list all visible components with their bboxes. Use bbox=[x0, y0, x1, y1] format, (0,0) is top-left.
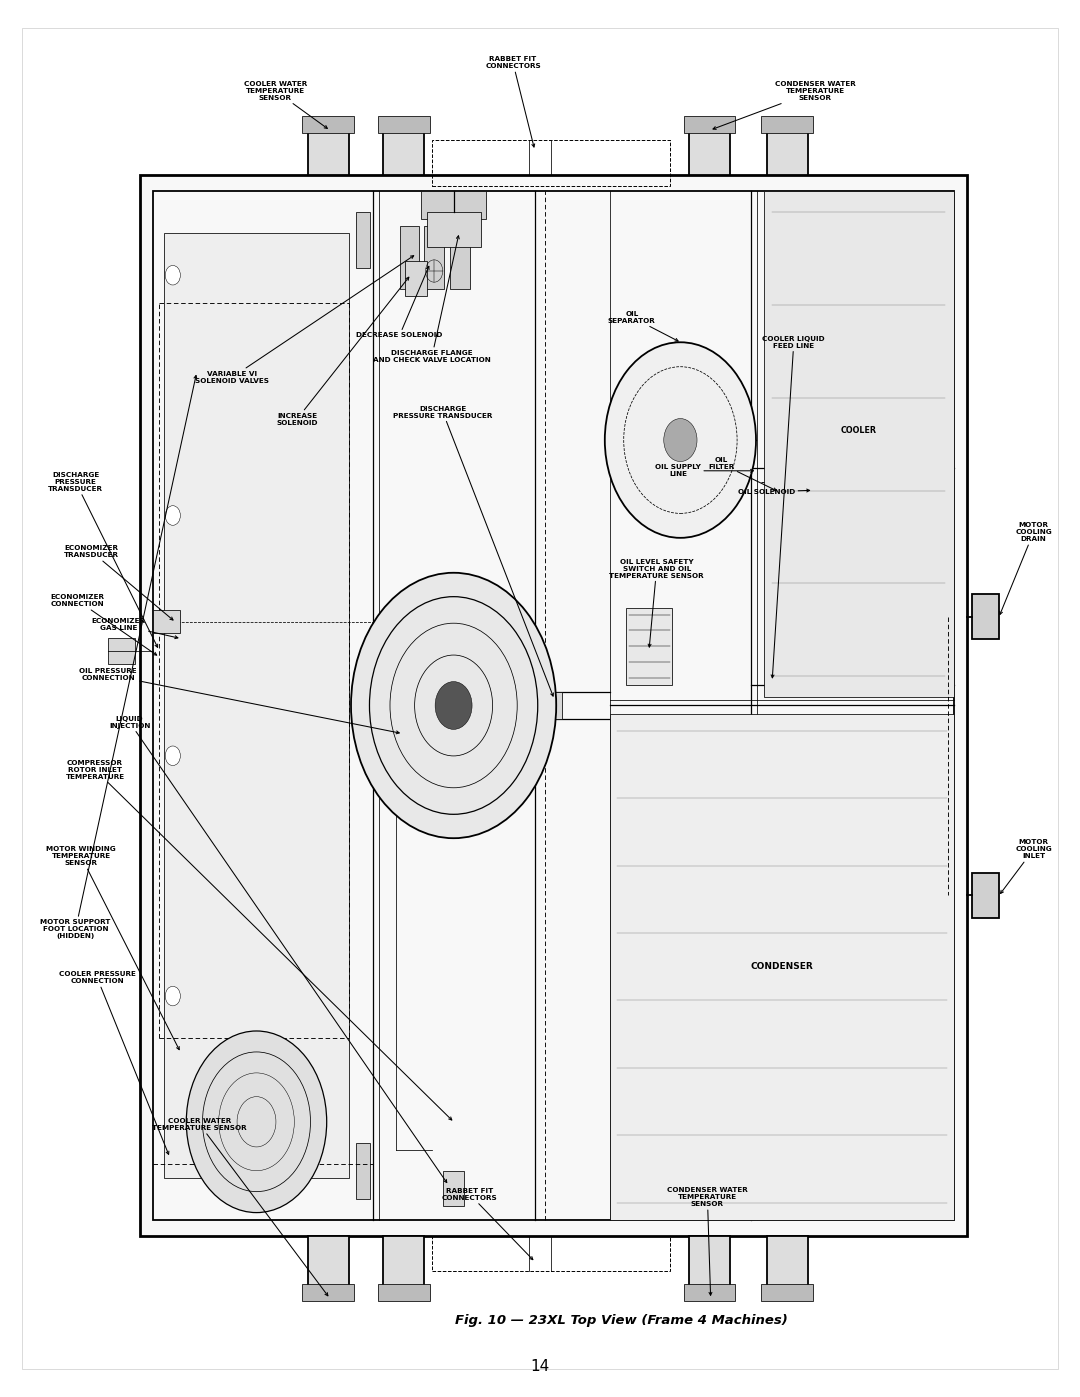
Bar bbox=[443, 1171, 464, 1206]
Text: CONDENSER WATER
TEMPERATURE
SENSOR: CONDENSER WATER TEMPERATURE SENSOR bbox=[667, 1187, 747, 1295]
Circle shape bbox=[664, 419, 697, 461]
Bar bbox=[767, 123, 808, 175]
Text: OIL PRESSURE
CONNECTION: OIL PRESSURE CONNECTION bbox=[79, 668, 400, 733]
Bar bbox=[427, 212, 481, 247]
Bar bbox=[383, 1236, 424, 1288]
Bar bbox=[689, 123, 730, 175]
Text: 14: 14 bbox=[530, 1359, 550, 1373]
Text: ECONOMIZER
GAS LINE: ECONOMIZER GAS LINE bbox=[92, 617, 178, 638]
Circle shape bbox=[165, 265, 180, 285]
Bar bbox=[153, 191, 954, 1220]
Bar bbox=[610, 714, 954, 1220]
Bar bbox=[972, 873, 999, 918]
Circle shape bbox=[165, 986, 180, 1006]
Bar bbox=[689, 1236, 730, 1288]
Text: COOLER: COOLER bbox=[840, 426, 877, 434]
Bar bbox=[400, 226, 419, 289]
Bar bbox=[767, 464, 791, 517]
Bar bbox=[386, 725, 405, 747]
Text: LIQUID
INJECTION: LIQUID INJECTION bbox=[109, 715, 447, 1182]
Text: OIL LEVEL SAFETY
SWITCH AND OIL
TEMPERATURE SENSOR: OIL LEVEL SAFETY SWITCH AND OIL TEMPERAT… bbox=[609, 559, 704, 647]
Bar bbox=[450, 226, 470, 289]
Bar bbox=[545, 692, 562, 719]
Bar bbox=[513, 678, 540, 733]
Bar bbox=[764, 191, 954, 697]
Text: Fig. 10 — 23XL Top View (Frame 4 Machines): Fig. 10 — 23XL Top View (Frame 4 Machine… bbox=[455, 1313, 787, 1327]
Bar bbox=[308, 123, 349, 175]
Text: COOLER LIQUID
FEED LINE: COOLER LIQUID FEED LINE bbox=[762, 335, 825, 678]
Bar bbox=[761, 1284, 813, 1301]
Bar bbox=[424, 226, 444, 289]
Bar bbox=[108, 638, 135, 664]
Text: MOTOR WINDING
TEMPERATURE
SENSOR: MOTOR WINDING TEMPERATURE SENSOR bbox=[46, 847, 179, 1049]
Bar bbox=[626, 608, 672, 685]
Bar bbox=[140, 175, 967, 1236]
Bar bbox=[767, 1236, 808, 1288]
Bar bbox=[153, 610, 180, 633]
Text: COOLER WATER
TEMPERATURE
SENSOR: COOLER WATER TEMPERATURE SENSOR bbox=[244, 81, 327, 129]
Text: DECREASE SOLENOID: DECREASE SOLENOID bbox=[356, 267, 443, 338]
Text: COOLER WATER
TEMPERATURE SENSOR: COOLER WATER TEMPERATURE SENSOR bbox=[152, 1118, 328, 1296]
Text: OIL
SEPARATOR: OIL SEPARATOR bbox=[608, 310, 678, 341]
Bar bbox=[356, 212, 370, 268]
Bar bbox=[761, 116, 813, 133]
Circle shape bbox=[186, 1031, 326, 1213]
Text: OIL
FILTER: OIL FILTER bbox=[708, 457, 777, 490]
Bar bbox=[684, 116, 735, 133]
Text: COOLER PRESSURE
CONNECTION: COOLER PRESSURE CONNECTION bbox=[58, 971, 168, 1154]
Bar bbox=[972, 595, 999, 640]
Text: RABBET FIT
CONNECTORS: RABBET FIT CONNECTORS bbox=[485, 56, 541, 147]
Text: DISCHARGE FLANGE
AND CHECK VALVE LOCATION: DISCHARGE FLANGE AND CHECK VALVE LOCATIO… bbox=[373, 236, 491, 363]
Bar bbox=[302, 1284, 354, 1301]
Bar bbox=[432, 140, 670, 186]
Text: DISCHARGE
PRESSURE
TRANSDUCER: DISCHARGE PRESSURE TRANSDUCER bbox=[49, 472, 158, 647]
Bar bbox=[378, 1284, 430, 1301]
Bar bbox=[405, 261, 427, 296]
Text: ECONOMIZER
TRANSDUCER: ECONOMIZER TRANSDUCER bbox=[65, 545, 173, 620]
Bar bbox=[302, 116, 354, 133]
Bar bbox=[684, 1284, 735, 1301]
Circle shape bbox=[605, 342, 756, 538]
Circle shape bbox=[165, 506, 180, 525]
Bar bbox=[378, 116, 430, 133]
Text: CONDENSER: CONDENSER bbox=[751, 963, 813, 971]
Bar bbox=[308, 1236, 349, 1288]
Bar bbox=[386, 624, 409, 650]
Circle shape bbox=[435, 682, 472, 729]
Bar bbox=[356, 1143, 370, 1199]
Bar bbox=[164, 233, 349, 1178]
Text: MOTOR
COOLING
DRAIN: MOTOR COOLING DRAIN bbox=[1000, 522, 1052, 615]
Circle shape bbox=[165, 746, 180, 766]
Bar bbox=[802, 468, 822, 513]
Text: MOTOR SUPPORT
FOOT LOCATION
(HIDDEN): MOTOR SUPPORT FOOT LOCATION (HIDDEN) bbox=[40, 376, 197, 939]
Text: OIL SUPPLY
LINE: OIL SUPPLY LINE bbox=[656, 464, 754, 478]
Bar bbox=[421, 191, 486, 219]
Bar bbox=[432, 1236, 670, 1271]
Text: INCREASE
SOLENOID: INCREASE SOLENOID bbox=[276, 277, 409, 426]
Text: VARIABLE VI
SOLENOID VALVES: VARIABLE VI SOLENOID VALVES bbox=[195, 256, 414, 384]
Bar bbox=[383, 123, 424, 175]
Circle shape bbox=[351, 573, 556, 838]
Text: RABBET FIT
CONNECTORS: RABBET FIT CONNECTORS bbox=[442, 1187, 532, 1260]
Text: COMPRESSOR
ROTOR INLET
TEMPERATURE: COMPRESSOR ROTOR INLET TEMPERATURE bbox=[66, 760, 451, 1120]
Text: OIL SOLENOID: OIL SOLENOID bbox=[738, 489, 810, 495]
Text: MOTOR
COOLING
INLET: MOTOR COOLING INLET bbox=[1000, 840, 1052, 894]
Text: ECONOMIZER
CONNECTION: ECONOMIZER CONNECTION bbox=[51, 594, 157, 655]
Text: DISCHARGE
PRESSURE TRANSDUCER: DISCHARGE PRESSURE TRANSDUCER bbox=[393, 405, 553, 696]
Text: CONDENSER WATER
TEMPERATURE
SENSOR: CONDENSER WATER TEMPERATURE SENSOR bbox=[713, 81, 855, 130]
